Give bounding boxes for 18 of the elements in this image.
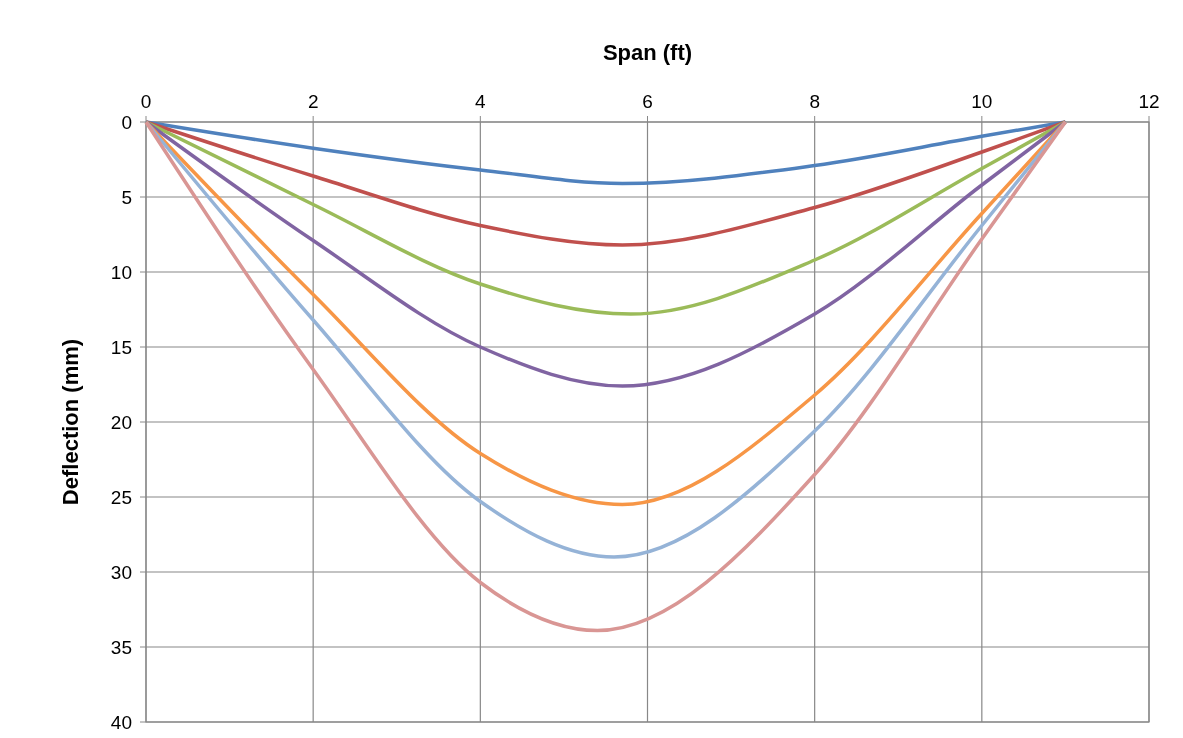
x-axis-title: Span (ft) [602, 40, 693, 65]
y-tick-label: 10 [110, 261, 132, 283]
x-tick-label: 0 [140, 91, 152, 112]
x-tick-label: 12 [1138, 91, 1160, 112]
y-tick-label: 15 [110, 336, 132, 358]
x-tick-label: 6 [642, 91, 653, 112]
y-tick-label: 30 [110, 561, 132, 583]
x-tick-label: 10 [971, 91, 993, 112]
y-tick-label: 40 [110, 711, 132, 733]
y-tick-label: 25 [110, 486, 132, 508]
x-tick-label: 8 [809, 91, 820, 112]
y-tick-label: 20 [110, 411, 132, 433]
x-tick-label: 2 [307, 91, 319, 112]
x-tick-label: 4 [475, 91, 487, 112]
y-axis-title: Deflection (mm) [58, 338, 83, 506]
y-tick-label: 0 [121, 111, 132, 133]
y-tick-label: 35 [110, 636, 132, 658]
y-tick-label: 5 [121, 186, 132, 208]
